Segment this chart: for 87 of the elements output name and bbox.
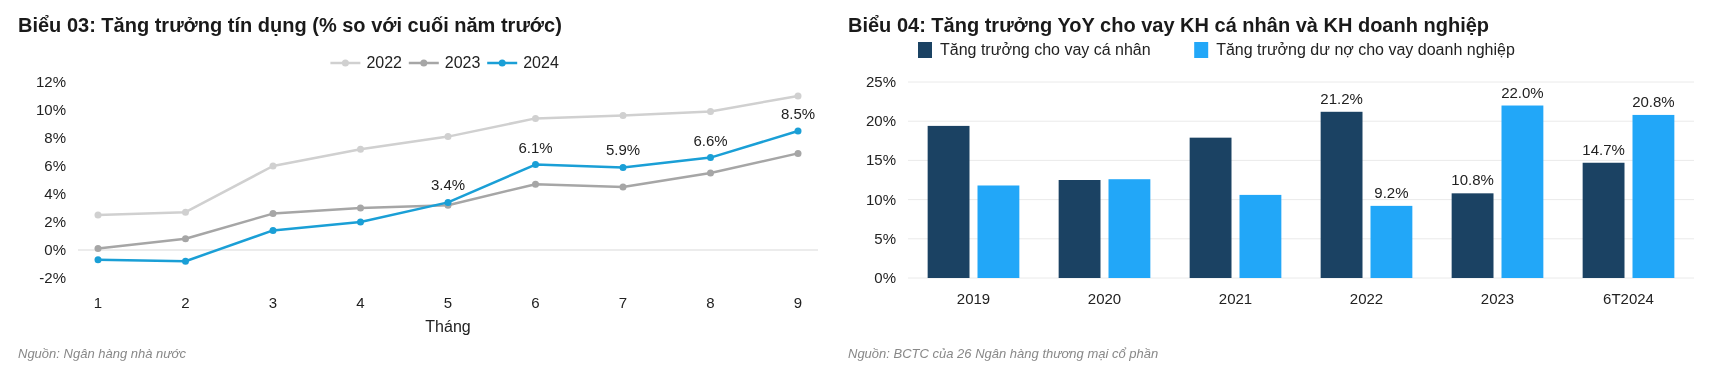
bar <box>1058 180 1101 278</box>
data-label: 6.6% <box>693 131 728 149</box>
x-tick-label: 8 <box>706 294 715 311</box>
data-label: 6.1% <box>518 138 553 156</box>
bar <box>977 185 1020 278</box>
y-tick-label: 0% <box>874 269 896 286</box>
point <box>269 210 277 218</box>
data-label: 3.4% <box>430 176 466 194</box>
data-label: 10.8% <box>1451 171 1494 189</box>
x-tick-label: 2023 <box>1480 290 1515 307</box>
point <box>269 226 277 234</box>
point <box>182 235 189 243</box>
point <box>794 127 802 135</box>
point <box>532 161 539 169</box>
y-tick-label: 4% <box>44 185 66 202</box>
point <box>94 256 102 264</box>
bar <box>1239 194 1282 278</box>
x-tick-label: 3 <box>268 294 278 311</box>
x-axis-title: Tháng <box>425 318 471 335</box>
y-tick-label: 12% <box>35 73 66 90</box>
x-tick-label: 6 <box>531 294 540 311</box>
y-tick-label: 2% <box>44 213 66 230</box>
legend-label: Tăng trưởng cho vay cá nhân <box>940 41 1151 58</box>
y-tick-label: 15% <box>865 151 896 169</box>
y-tick-label: 6% <box>44 157 66 174</box>
x-tick-label: 7 <box>618 294 628 311</box>
data-label: 21.2% <box>1320 89 1363 107</box>
point <box>794 92 802 100</box>
point <box>794 149 802 157</box>
legend-label: 2023 <box>444 54 481 71</box>
y-tick-label: -2% <box>39 269 66 286</box>
data-label: 22.0% <box>1501 83 1544 101</box>
y-tick-label: 20% <box>865 112 896 130</box>
x-tick-label: 2022 <box>1349 290 1384 307</box>
legend-label: 2022 <box>366 54 403 71</box>
point <box>619 112 627 120</box>
y-tick-label: 10% <box>35 101 66 118</box>
point <box>444 133 452 141</box>
point <box>619 163 627 171</box>
bar <box>1451 193 1494 278</box>
point <box>532 180 539 188</box>
y-tick-label: 0% <box>44 241 66 258</box>
text: Nguồn: Ngân hàng nhà nước <box>18 346 187 361</box>
point <box>707 107 714 115</box>
bar <box>1632 114 1675 278</box>
x-tick-label: 2020 <box>1087 290 1122 307</box>
point <box>619 183 627 191</box>
bar <box>927 125 970 278</box>
x-tick-label: 1 <box>93 294 103 311</box>
text: Nguồn: BCTC của 26 Ngân hàng thương mại cổ phần <box>848 346 1159 361</box>
point <box>532 114 539 122</box>
bar <box>1320 111 1363 278</box>
bar <box>1582 162 1625 278</box>
data-label: 20.8% <box>1632 92 1675 110</box>
data-label: 8.5% <box>780 105 816 122</box>
point <box>94 245 102 253</box>
y-tick-label: 8% <box>44 129 66 146</box>
x-tick-label: 5 <box>443 294 453 311</box>
point <box>182 257 189 265</box>
x-tick-label: 2 <box>181 294 190 311</box>
x-tick-label: 9 <box>793 294 803 311</box>
chart-title: Biểu 04: Tăng trưởng YoY cho vay KH cá nhân và KH doanh nghiệp <box>848 14 1490 36</box>
chart-title: Biểu 03: Tăng trưởng tín dụng (% so với cuối năm trước) <box>18 14 562 36</box>
point <box>182 208 189 216</box>
point <box>707 169 714 177</box>
data-label: 9.2% <box>1374 183 1409 201</box>
point <box>94 211 102 219</box>
data-label: 5.9% <box>605 141 641 159</box>
point <box>357 145 364 153</box>
x-tick-label: 2019 <box>956 290 991 307</box>
point <box>707 154 714 162</box>
x-tick-label: 6T2024 <box>1603 290 1654 307</box>
legend-label: 2024 <box>523 54 559 71</box>
y-tick-label: 25% <box>865 73 896 90</box>
x-tick-label: 4 <box>356 294 365 311</box>
bar <box>1501 105 1544 278</box>
bar <box>1108 179 1151 278</box>
y-tick-label: 10% <box>865 190 896 208</box>
bar <box>1189 137 1232 278</box>
bar <box>1370 205 1413 278</box>
point <box>357 204 364 212</box>
data-label: 14.7% <box>1582 140 1625 158</box>
x-tick-label: 2021 <box>1218 290 1253 307</box>
y-tick-label: 5% <box>874 229 896 247</box>
point <box>357 218 364 226</box>
legend-label: Tăng trưởng dư nợ cho vay doanh nghiệp <box>1216 41 1515 58</box>
point <box>269 162 277 170</box>
